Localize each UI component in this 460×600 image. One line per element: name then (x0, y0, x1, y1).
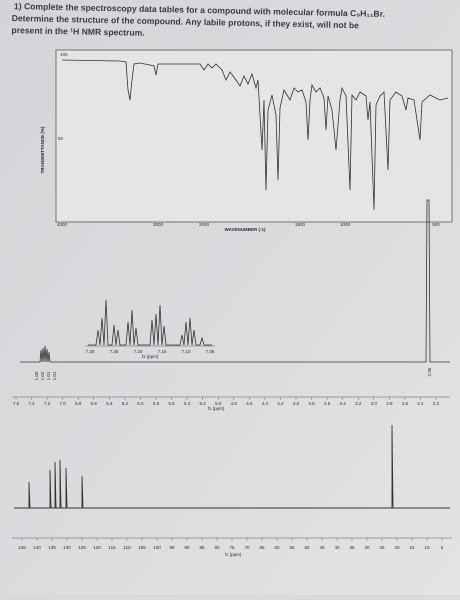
cnmr-x-tick: 35 (349, 545, 355, 550)
cnmr-x-tick: 100 (153, 545, 161, 550)
hnmr-x-tick: 5.0 (215, 401, 222, 406)
cnmr-x-tick: 70 (244, 545, 250, 550)
hnmr-x-tick: 4.6 (246, 401, 253, 406)
hnmr-x-tick: 3.2 (355, 401, 362, 406)
hnmr-x-tick: 2.8 (386, 401, 393, 406)
hnmr-x-tick: 7.6 (13, 401, 20, 406)
cnmr-x-tick: 65 (259, 545, 265, 550)
cnmr-x-tick: 95 (169, 545, 175, 550)
cnmr-x-tick: 30 (364, 545, 370, 550)
cnmr-x-tick: 5 (441, 545, 444, 550)
hnmr-x-tick: 6.2 (122, 401, 129, 406)
hnmr-x-tick: 6.8 (75, 401, 82, 406)
hnmr-x-tick: 7.4 (28, 401, 35, 406)
hnmr-x-tick: 6.0 (137, 401, 144, 406)
hnmr-trace (20, 199, 450, 363)
hnmr-x-tick: 4.4 (262, 401, 269, 406)
cnmr-x-tick: 140 (33, 545, 41, 550)
hnmr-inset-tick: 7.20 (134, 349, 143, 354)
ir-x-tick: 2000 (199, 222, 210, 227)
hnmr-x-tick: 2.4 (417, 401, 424, 406)
question-line: present in the ¹H NMR spectrum. (11, 25, 144, 38)
ir-x-label: WAVENUMBER (-1) (225, 227, 266, 232)
cnmr-x-tick: 45 (319, 545, 325, 550)
cnmr-x-tick: 105 (138, 545, 146, 550)
cnmr-x-tick: 125 (78, 545, 86, 550)
hnmr-x-tick: 6.6 (91, 401, 98, 406)
cnmr-x-tick: 75 (229, 545, 235, 550)
ir-x-tick: 4000 (57, 222, 68, 227)
hnmr-x-tick: 3.0 (371, 401, 378, 406)
hnmr-inset-tick: 7.30 (86, 349, 95, 354)
cnmr-x-tick: 10 (424, 545, 430, 550)
hnmr-inset-label: f1 (ppm) (142, 354, 159, 359)
cnmr-x-tick: 80 (214, 545, 220, 550)
hnmr-x-tick: 4.8 (231, 401, 238, 406)
ir-x-tick: 1500 (295, 222, 306, 227)
ir-trace (61, 59, 449, 211)
cnmr-x-tick: 55 (289, 545, 295, 550)
hnmr-integral: 2.96 (427, 367, 432, 376)
cnmr-x-tick: 145 (18, 545, 26, 550)
cnmr-x-tick: 110 (123, 545, 131, 550)
cnmr-x-tick: 130 (63, 545, 71, 550)
cnmr-x-label: f1 (ppm) (225, 552, 242, 557)
hnmr-x-tick: 4.0 (293, 401, 300, 406)
hnmr-x-tick: 3.4 (340, 401, 347, 406)
cnmr-x-tick: 15 (409, 545, 415, 550)
hnmr-inset-tick: 7.10 (182, 349, 191, 354)
hnmr-integral: 1.01 (52, 371, 57, 380)
cnmr-x-tick: 90 (184, 545, 190, 550)
ir-frame (55, 49, 453, 223)
hnmr-x-tick: 4.2 (277, 401, 284, 406)
hnmr-integral: 1.01 (46, 371, 51, 380)
hnmr-x-tick: 6.4 (106, 401, 113, 406)
hnmr-x-tick: 2.2 (433, 401, 440, 406)
cnmr-x-tick: 135 (48, 545, 56, 550)
cnmr-x-tick: 20 (394, 545, 400, 550)
cnmr-x-tick: 115 (108, 545, 116, 550)
cnmr-x-tick: 25 (379, 545, 385, 550)
cnmr-trace (14, 424, 450, 509)
hnmr-x-tick: 5.6 (168, 401, 175, 406)
hnmr-x-tick: 3.8 (308, 401, 315, 406)
hnmr-x-tick: 5.2 (200, 401, 207, 406)
cnmr-x-tick: 60 (274, 545, 280, 550)
ir-y-top: 100 (60, 52, 68, 57)
cnmr-x-tick: 120 (93, 545, 101, 550)
hnmr-inset-trace (88, 299, 212, 346)
hnmr-x-tick: 3.6 (324, 401, 331, 406)
cnmr-x-tick: 40 (334, 545, 340, 550)
hnmr-inset-tick: 7.25 (110, 349, 119, 354)
hnmr-x-label: f1 (ppm) (208, 406, 225, 411)
ir-x-tick: 3000 (153, 222, 164, 227)
ir-x-tick: 1000 (340, 222, 351, 227)
hnmr-x-tick: 5.8 (153, 401, 160, 406)
hnmr-integral: 1.00 (34, 371, 39, 380)
hnmr-x-tick: 7.2 (44, 401, 51, 406)
cnmr-x-tick: 50 (304, 545, 310, 550)
hnmr-x-tick: 7.0 (60, 401, 67, 406)
hnmr-inset-tick: 7.05 (206, 349, 215, 354)
cnmr-x-tick: 85 (199, 545, 205, 550)
ir-x-tick: 500 (432, 222, 440, 227)
ir-y-mid: 50 (58, 136, 64, 141)
ir-y-label: TRANSMITTANCE (%) (40, 126, 45, 173)
hnmr-integral: 1.02 (40, 371, 45, 380)
hnmr-x-tick: 5.4 (184, 401, 191, 406)
hnmr-inset-tick: 7.15 (158, 349, 167, 354)
hnmr-x-tick: 2.6 (402, 401, 409, 406)
